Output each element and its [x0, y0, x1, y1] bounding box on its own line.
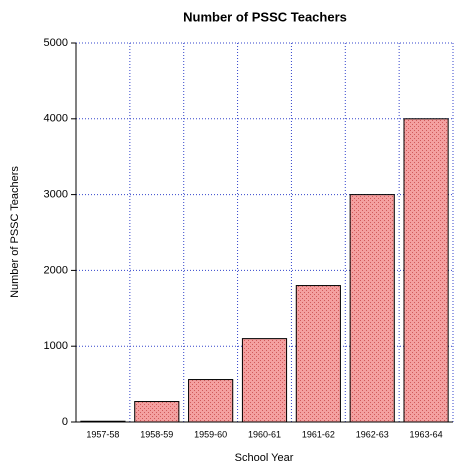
chart-title: Number of PSSC Teachers	[183, 9, 347, 24]
y-tick-label: 3000	[44, 189, 68, 201]
x-tick-label: 1957-58	[86, 429, 119, 439]
bar	[134, 401, 180, 423]
x-axis-label: School Year	[235, 452, 294, 463]
bar	[349, 194, 395, 423]
x-tick-label: 1961-62	[302, 429, 335, 439]
y-tick-label: 0	[62, 416, 68, 428]
x-tick-label: 1960-61	[248, 429, 281, 439]
x-tick-label: 1959-60	[194, 429, 227, 439]
x-tick-label: 1962-63	[356, 429, 389, 439]
bar	[188, 379, 234, 423]
bar	[403, 118, 449, 423]
y-tick-label: 5000	[44, 37, 68, 49]
x-tick-label: 1963-64	[410, 429, 443, 439]
y-axis-label: Number of PSSC Teachers	[9, 166, 21, 298]
bar	[241, 338, 288, 423]
y-tick-label: 1000	[44, 340, 68, 352]
y-tick-label: 2000	[44, 264, 68, 276]
x-tick-label: 1958-59	[140, 429, 173, 439]
bar	[295, 285, 341, 423]
y-tick-label: 4000	[44, 113, 68, 125]
